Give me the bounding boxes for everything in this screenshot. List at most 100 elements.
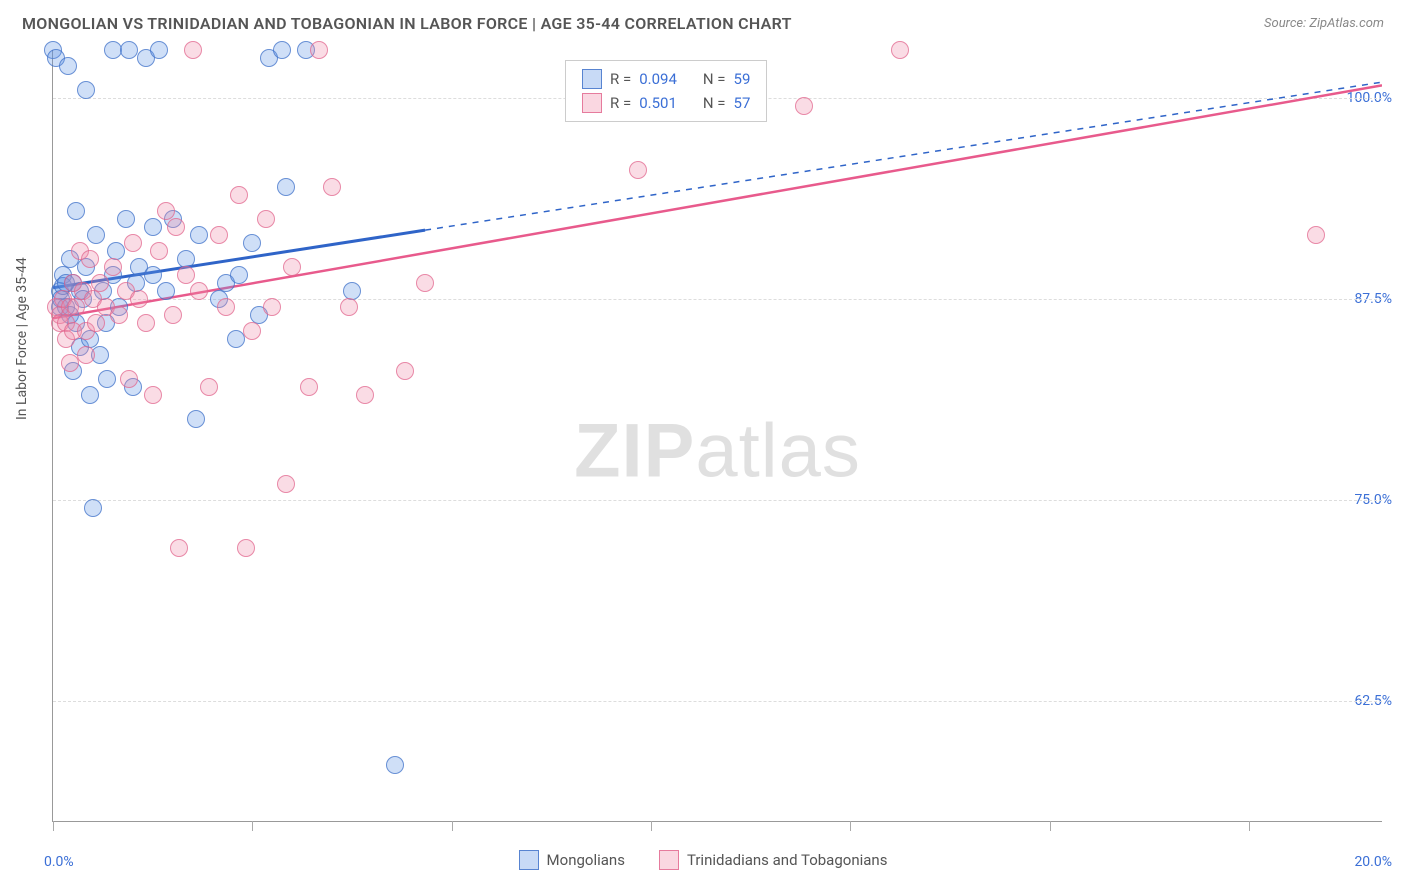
swatch-blue [519,850,539,870]
plot-area: ZIPatlas [52,50,1382,822]
legend-label: Trinidadians and Tobagonians [687,851,887,869]
correlation-legend-row: R = 0.501 N = 57 [582,91,750,115]
data-point [59,57,77,75]
data-point [77,346,95,364]
data-point [184,41,202,59]
swatch-pink [582,93,602,113]
data-point [67,298,85,316]
data-point [67,202,85,220]
data-point [81,250,99,268]
data-point [91,274,109,292]
data-point [257,210,275,228]
x-tick [452,821,453,831]
data-point [210,226,228,244]
correlation-legend-row: R = 0.094 N = 59 [582,67,750,91]
data-point [170,539,188,557]
data-point [416,274,434,292]
data-point [61,354,79,372]
r-value: 0.094 [639,70,677,88]
data-point [273,41,291,59]
data-point [386,756,404,774]
r-value: 0.501 [639,94,677,112]
grid-line [53,299,1382,300]
data-point [157,202,175,220]
data-point [243,322,261,340]
data-point [1307,226,1325,244]
watermark-bold: ZIP [574,408,695,493]
source-attribution: Source: ZipAtlas.com [1264,16,1384,31]
grid-line [53,500,1382,501]
data-point [144,266,162,284]
data-point [277,475,295,493]
data-point [396,362,414,380]
data-point [263,298,281,316]
data-point [81,386,99,404]
data-point [87,314,105,332]
data-point [795,97,813,115]
data-point [629,161,647,179]
data-point [356,386,374,404]
series-legend: Mongolians Trinidadians and Tobagonians [0,850,1406,870]
data-point [104,258,122,276]
watermark: ZIPatlas [574,407,861,494]
correlation-legend: R = 0.094 N = 59 R = 0.501 N = 57 [565,60,767,122]
y-axis-label: In Labor Force | Age 35-44 [14,257,30,420]
data-point [243,234,261,252]
data-point [98,370,116,388]
data-point [190,282,208,300]
data-point [277,178,295,196]
data-point [230,186,248,204]
x-tick [53,821,54,831]
data-point [130,290,148,308]
data-point [150,41,168,59]
data-point [77,81,95,99]
data-point [117,210,135,228]
chart-title: MONGOLIAN VS TRINIDADIAN AND TOBAGONIAN … [22,14,792,33]
data-point [237,539,255,557]
data-point [157,282,175,300]
x-tick [651,821,652,831]
swatch-pink [659,850,679,870]
data-point [323,178,341,196]
grid-line [53,701,1382,702]
data-point [120,370,138,388]
data-point [310,41,328,59]
n-value: 57 [734,94,751,112]
r-label: R = [610,94,631,112]
data-point [150,242,168,260]
data-point [144,218,162,236]
chart-container: MONGOLIAN VS TRINIDADIAN AND TOBAGONIAN … [0,0,1406,892]
data-point [120,41,138,59]
watermark-rest: atlas [695,408,861,493]
data-point [340,298,358,316]
data-point [104,41,122,59]
data-point [177,266,195,284]
legend-label: Mongolians [547,851,625,869]
data-point [110,306,128,324]
x-tick [1249,821,1250,831]
data-point [167,218,185,236]
data-point [87,226,105,244]
data-point [217,298,235,316]
n-label: N = [703,94,726,112]
trend-lines-layer [53,50,1382,821]
x-tick [850,821,851,831]
data-point [84,499,102,517]
n-label: N = [703,70,726,88]
title-bar: MONGOLIAN VS TRINIDADIAN AND TOBAGONIAN … [22,14,1384,33]
data-point [227,330,245,348]
data-point [144,386,162,404]
data-point [200,378,218,396]
legend-item: Trinidadians and Tobagonians [659,850,887,870]
data-point [300,378,318,396]
data-point [187,410,205,428]
data-point [164,306,182,324]
r-label: R = [610,70,631,88]
legend-item: Mongolians [519,850,625,870]
data-point [190,226,208,244]
data-point [891,41,909,59]
data-point [283,258,301,276]
x-tick [1050,821,1051,831]
x-tick [252,821,253,831]
n-value: 59 [734,70,751,88]
